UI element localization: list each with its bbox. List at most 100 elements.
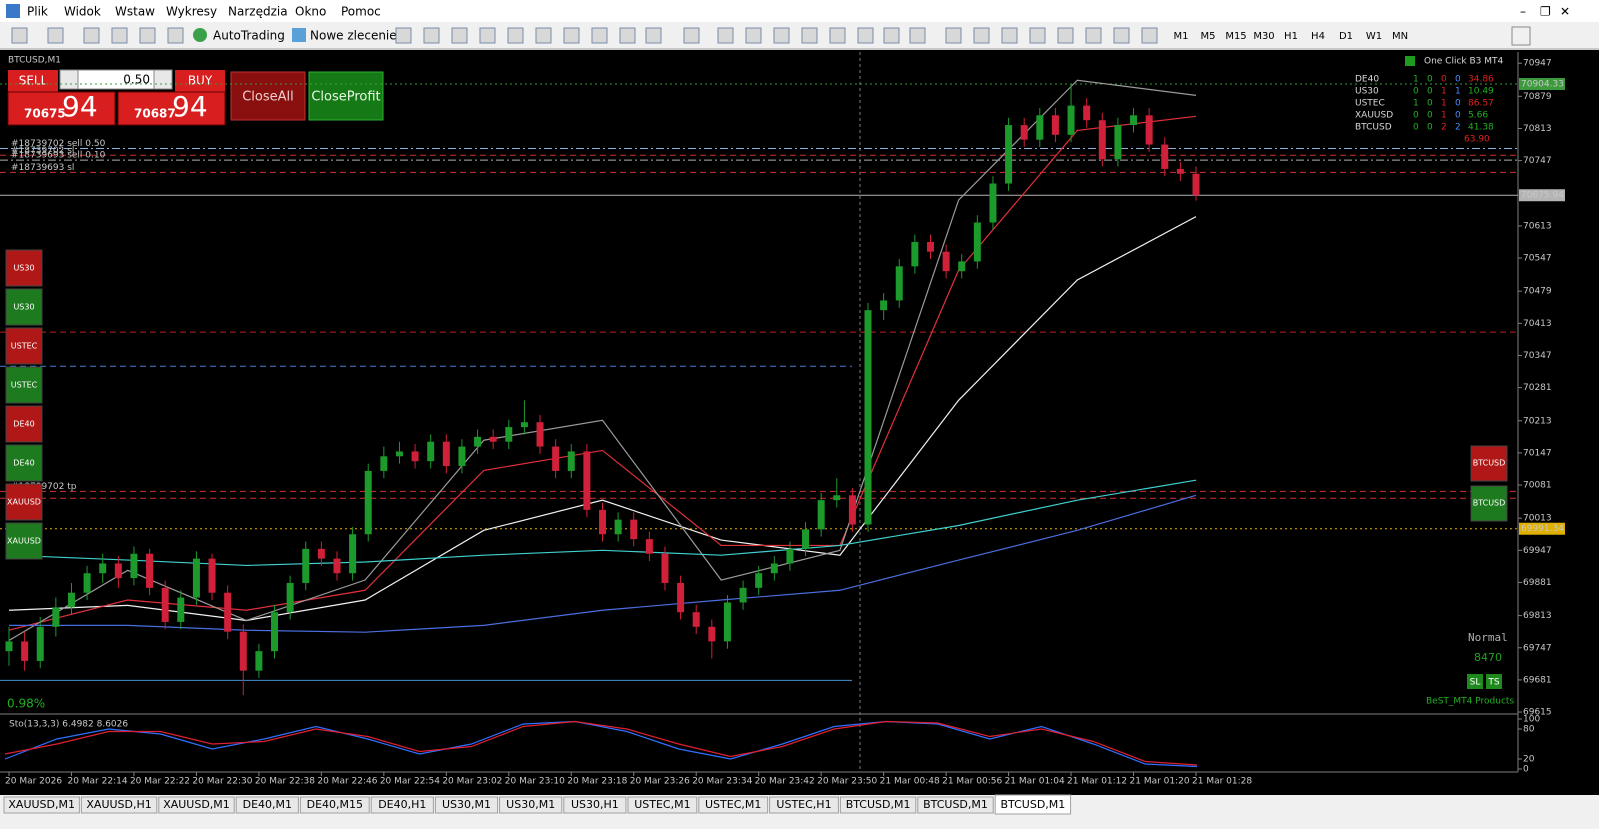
chart-tab-label[interactable]: BTCUSD,M1 <box>846 798 911 811</box>
symbol-button[interactable] <box>5 327 43 365</box>
timeframe-button[interactable]: M1 <box>1174 31 1189 42</box>
symbol-button[interactable] <box>5 444 43 482</box>
toolbar-icon[interactable] <box>479 27 496 44</box>
menu-item[interactable]: Wykresy <box>166 5 217 19</box>
toolbar-icon[interactable] <box>1141 27 1158 44</box>
chart-tab-label[interactable]: XAUUSD,H1 <box>86 798 151 811</box>
symbol-button-label[interactable]: USTEC <box>11 342 38 351</box>
sell-label[interactable]: SELL <box>19 74 48 88</box>
timeframe-button[interactable]: M15 <box>1225 31 1246 42</box>
chart-tab-label[interactable]: DE40,M15 <box>307 798 363 811</box>
timeframe-button[interactable]: D1 <box>1339 31 1353 42</box>
toolbar-icon[interactable] <box>563 27 580 44</box>
symbol-button[interactable] <box>5 288 43 326</box>
buy-label[interactable]: BUY <box>188 74 213 88</box>
close-all-button[interactable] <box>230 71 306 121</box>
menu-item[interactable]: Pomoc <box>341 5 381 19</box>
toolbar-icon[interactable] <box>1001 27 1018 44</box>
close-all-label[interactable]: CloseAll <box>242 90 294 105</box>
chart-tab[interactable] <box>299 796 370 814</box>
toolbar-icon[interactable] <box>773 27 790 44</box>
chart-tab[interactable] <box>434 796 499 814</box>
symbol-button-label[interactable]: BTCUSD <box>1473 499 1506 508</box>
close-profit-button[interactable] <box>308 71 384 121</box>
chart-tab-label[interactable]: USTEC,M1 <box>634 798 690 811</box>
toolbar-icon[interactable] <box>883 27 900 44</box>
new-order-icon[interactable] <box>292 28 306 42</box>
toolbar-icon[interactable] <box>801 27 818 44</box>
chart-tab[interactable] <box>917 796 994 814</box>
chart-tab-label[interactable]: BTCUSD,M1 <box>1001 798 1066 811</box>
chart-tab[interactable] <box>627 796 698 814</box>
close-profit-label[interactable]: CloseProfit <box>311 90 380 105</box>
chart-tab-label[interactable]: XAUUSD,M1 <box>163 798 230 811</box>
toolbar-icon[interactable] <box>1085 27 1102 44</box>
toolbar-icon[interactable] <box>857 27 874 44</box>
bid-box[interactable] <box>7 91 116 126</box>
chart-tab-label[interactable]: US30,M1 <box>506 798 555 811</box>
toolbar-icon[interactable] <box>423 27 440 44</box>
chart-tab[interactable] <box>994 794 1072 815</box>
toolbar-icon[interactable] <box>83 27 100 44</box>
toolbar-icon[interactable] <box>909 27 926 44</box>
ask-pips[interactable]: 94 <box>172 90 208 123</box>
toolbar-icon[interactable] <box>11 27 28 44</box>
symbol-button[interactable] <box>5 522 43 560</box>
symbol-button-label[interactable]: XAUUSD <box>7 498 41 507</box>
chart-tab-label[interactable]: USTEC,M1 <box>705 798 761 811</box>
close[interactable]: ✕ <box>1560 5 1570 19</box>
toolbar-icon[interactable] <box>1113 27 1130 44</box>
symbol-button-label[interactable]: DE40 <box>13 459 34 468</box>
toolbar-icon[interactable] <box>1057 27 1074 44</box>
ts-button[interactable] <box>1486 674 1502 689</box>
symbol-button[interactable] <box>1470 485 1508 522</box>
symbol-button[interactable] <box>5 249 43 287</box>
chart-tab-label[interactable]: BTCUSD,M1 <box>923 798 988 811</box>
timeframe-button[interactable]: MN <box>1392 31 1408 42</box>
toolbar-icon[interactable] <box>1029 27 1046 44</box>
menu-item[interactable]: Plik <box>27 5 48 19</box>
chart-tab-label[interactable]: XAUUSD,M1 <box>8 798 75 811</box>
menu-item[interactable]: Narzędzia <box>228 5 288 19</box>
sell-button[interactable] <box>8 70 58 92</box>
symbol-button-label[interactable]: DE40 <box>13 420 34 429</box>
timeframe-button[interactable]: M5 <box>1201 31 1216 42</box>
symbol-button-label[interactable]: US30 <box>13 303 34 312</box>
search-icon[interactable] <box>1511 26 1531 46</box>
restore[interactable]: ❐ <box>1540 5 1551 19</box>
menu-item[interactable]: Okno <box>295 5 326 19</box>
symbol-button-label[interactable]: XAUUSD <box>7 537 41 546</box>
chart-tab[interactable] <box>839 796 917 814</box>
toolbar-icon[interactable] <box>111 27 128 44</box>
autotrading-button[interactable]: AutoTrading <box>213 29 285 43</box>
symbol-button[interactable] <box>5 366 43 404</box>
toolbar-icon[interactable] <box>945 27 962 44</box>
ask-main[interactable]: 70687 <box>134 107 176 121</box>
toolbar-icon[interactable] <box>973 27 990 44</box>
minimize[interactable]: – <box>1520 5 1526 19</box>
chart-tab[interactable] <box>563 796 627 814</box>
ask-box[interactable] <box>117 91 226 126</box>
symbol-button[interactable] <box>1470 445 1508 482</box>
toolbar-icon[interactable] <box>619 27 636 44</box>
toolbar-icon[interactable] <box>395 27 412 44</box>
toolbar-icon[interactable] <box>829 27 846 44</box>
bid-pips[interactable]: 94 <box>62 90 98 123</box>
lot-value[interactable]: 0.50 <box>123 73 150 87</box>
symbol-button-label[interactable]: US30 <box>13 264 34 273</box>
toolbar-icon[interactable] <box>591 27 608 44</box>
timeframe-button[interactable]: M30 <box>1253 31 1274 42</box>
ts-label[interactable]: TS <box>1487 678 1499 688</box>
symbol-button[interactable] <box>5 483 43 521</box>
toolbar-icon[interactable] <box>451 27 468 44</box>
chart-tab[interactable] <box>235 796 299 814</box>
toolbar-icon[interactable] <box>139 27 156 44</box>
bid-main[interactable]: 70675 <box>24 107 66 121</box>
symbol-button[interactable] <box>5 405 43 443</box>
chart-tab-label[interactable]: USTEC,H1 <box>776 798 831 811</box>
chart-tab[interactable] <box>80 796 158 814</box>
toolbar-icon[interactable] <box>645 27 662 44</box>
chart-tab[interactable] <box>698 796 769 814</box>
lot-down[interactable] <box>59 69 79 90</box>
chart-tab-label[interactable]: US30,M1 <box>442 798 491 811</box>
